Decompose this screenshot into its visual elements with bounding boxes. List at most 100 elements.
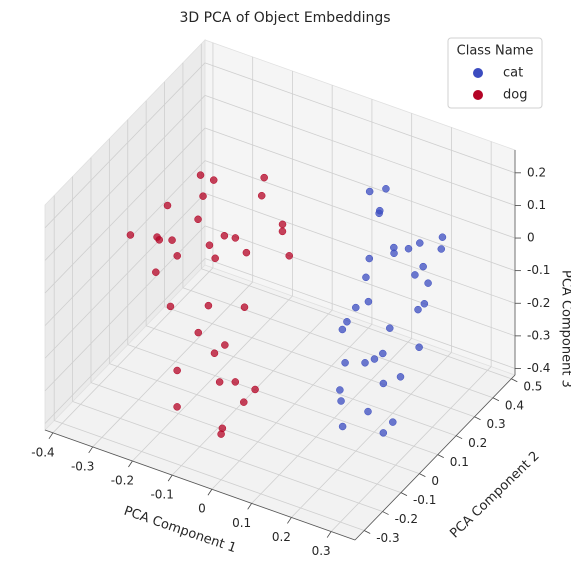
point [379,349,387,358]
x-axis-label: PCA Component 1 [122,504,238,557]
point [420,300,429,308]
x-tick-label: 0.1 [232,516,251,530]
z-tick-label: 0.2 [527,165,546,179]
y-tick-mark [492,397,500,402]
grid-line [44,160,206,326]
point [260,173,268,182]
grid-line [92,281,253,448]
legend: Class Name cat dog [447,37,543,109]
x-tick-mark [207,489,213,496]
point [285,252,293,260]
point [382,185,390,193]
grid-line [291,352,452,518]
point [338,422,347,431]
point [379,429,388,437]
x-tick-mark [128,460,133,468]
y-tick-label: 0.1 [450,455,469,469]
grid-line [109,363,420,474]
grid-line [204,258,516,369]
grid-line [44,192,206,359]
x-tick-mark [48,432,54,440]
point [204,301,213,310]
point [416,239,424,247]
x-tick-label: -0.1 [150,488,173,502]
grid-line [44,258,206,424]
point [375,206,384,215]
x-tick-mark [326,531,332,538]
grid-line [204,192,516,304]
point [242,248,251,257]
point [390,249,398,258]
grid-line [52,267,214,434]
grid-line [44,62,206,229]
legend-box [447,37,543,109]
grid-line [251,338,412,504]
point [343,318,351,326]
point [220,232,229,240]
x-tick-label: -0.3 [71,459,94,473]
point [438,233,447,241]
point [152,268,160,276]
z-tick-label: -0.1 [527,263,550,277]
point [194,328,203,337]
x-tick-label: 0 [198,502,206,516]
point [126,231,135,239]
point [364,297,373,306]
point [240,303,249,311]
point [210,349,219,357]
point [163,201,172,210]
x-tick-mark [287,517,292,524]
point [396,373,405,381]
y-tick-label: -0.2 [395,512,418,526]
grid-line [54,420,365,531]
point [199,192,207,200]
point [257,191,266,200]
grid-line [132,295,293,462]
point [166,302,175,311]
y-tick-label: 0 [431,474,439,488]
point [231,378,240,386]
point [365,187,374,196]
x-tick-label: 0.3 [312,544,331,558]
grid-line [44,127,206,294]
z-axis-label: PCA Component 3 [559,270,571,388]
grid-line [211,323,373,490]
y-tick-mark [437,454,444,459]
y-tick-mark [364,530,371,534]
grid-line [146,325,457,437]
x-tick-mark [167,474,173,482]
y-tick-label: -0.3 [376,531,399,545]
grid-line [204,62,516,174]
point [194,215,202,224]
grid-line [44,95,206,261]
x-tick-label: -0.2 [111,474,134,488]
point [251,385,259,394]
x-axis-line [44,429,356,541]
y-tick-label: 0.4 [505,398,524,412]
grid-line [127,344,438,456]
y-tick-label: -0.1 [413,493,436,507]
grid-line [90,382,402,493]
point [209,176,218,184]
legend-label: dog [503,88,527,103]
point [404,244,413,253]
point [278,220,287,229]
y-axis-line [354,374,516,541]
y-tick-mark [382,511,389,515]
z-tick-label: -0.2 [527,296,550,310]
x-tick-label: -0.4 [31,445,54,459]
legend-marker [473,68,483,78]
point [196,171,205,179]
grid-line [72,401,383,512]
point [278,227,287,236]
point [337,397,345,405]
y-tick-mark [400,492,408,496]
grid-line [204,225,516,337]
point [411,271,419,279]
point [240,398,248,406]
grid-line [164,306,475,418]
point [155,236,164,244]
point [361,359,369,367]
z-tick-label: 0.1 [527,198,546,212]
point [211,254,219,263]
